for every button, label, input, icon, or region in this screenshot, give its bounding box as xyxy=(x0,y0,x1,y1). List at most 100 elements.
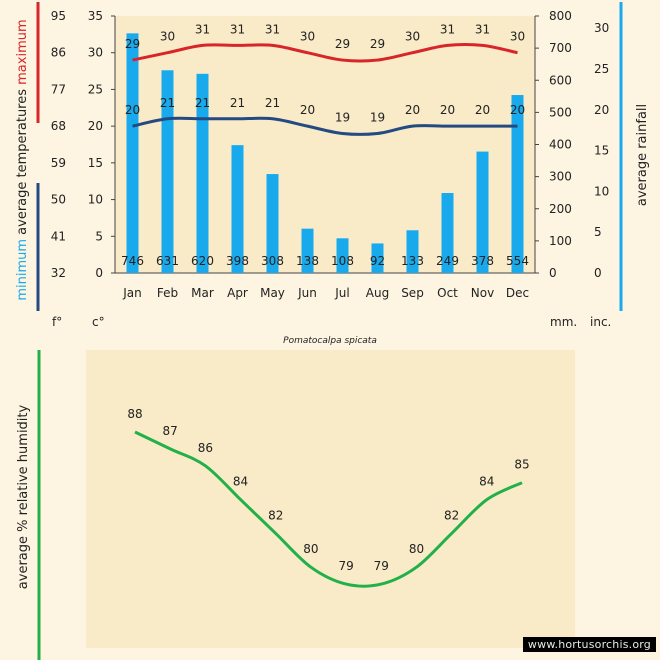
humidity-data-label: 80 xyxy=(303,542,318,556)
fahrenheit-tick-label: 77 xyxy=(51,82,66,96)
minimum-temperature-line xyxy=(132,116,518,136)
humidity-plot-area xyxy=(86,350,575,648)
minimum-data-label: 20 xyxy=(440,103,455,117)
month-tick-label: May xyxy=(260,286,285,300)
humidity-line xyxy=(134,430,523,588)
rainfall-bar xyxy=(336,238,349,273)
rainfall-mm-tick-label: 600 xyxy=(549,73,572,87)
rainfall-mm-tick-label: 0 xyxy=(549,266,557,280)
maximum-data-label: 30 xyxy=(300,30,315,44)
rainfall-bar xyxy=(476,151,489,273)
month-tick-label: Apr xyxy=(227,286,248,300)
celsius-tick-label: 0 xyxy=(95,266,103,280)
temperature-axis-title: minimum average temperatures maximum xyxy=(15,19,30,300)
rainfall-bar xyxy=(266,174,279,273)
fahrenheit-tick-label: 59 xyxy=(51,156,66,170)
rainfall-data-label: 308 xyxy=(261,254,284,268)
rainfall-bar xyxy=(406,230,419,273)
rainfall-mm-tick-label: 300 xyxy=(549,170,572,184)
rainfall-data-label: 746 xyxy=(121,254,144,268)
rainfall-inch-tick-label: 0 xyxy=(594,266,602,280)
minimum-data-label: 20 xyxy=(405,103,420,117)
month-tick-label: Jan xyxy=(122,286,142,300)
minimum-data-label: 20 xyxy=(125,103,140,117)
celsius-tick-label: 15 xyxy=(88,156,103,170)
rainfall-bar xyxy=(511,95,524,273)
rainfall-bar xyxy=(371,243,384,273)
celsius-tick-label: 5 xyxy=(95,229,103,243)
rainfall-mm-tick-label: 500 xyxy=(549,105,572,119)
rainfall-mm-tick-label: 200 xyxy=(549,202,572,216)
humidity-data-label: 82 xyxy=(444,508,459,522)
humidity-data-label: 87 xyxy=(163,424,178,438)
maximum-data-label: 31 xyxy=(440,22,455,36)
rainfall-inch-tick-label: 25 xyxy=(594,62,609,76)
month-tick-label: Feb xyxy=(157,286,178,300)
chart-caption: Pomatocalpa spicata xyxy=(283,336,377,345)
fahrenheit-tick-label: 95 xyxy=(51,9,66,23)
rainfall-bar xyxy=(161,70,174,273)
maximum-data-label: 31 xyxy=(230,22,245,36)
humidity-data-label: 86 xyxy=(198,441,213,455)
celsius-unit-label: c° xyxy=(92,315,105,329)
celsius-tick-label: 30 xyxy=(88,46,103,60)
fahrenheit-tick-label: 41 xyxy=(51,229,66,243)
minimum-data-label: 19 xyxy=(335,110,350,124)
average-temperatures-title-part: average temperatures xyxy=(15,85,30,235)
rainfall-mm-tick-label: 100 xyxy=(549,234,572,248)
rainfall-bar xyxy=(126,33,139,273)
rainfall-bar xyxy=(441,193,454,273)
rainfall-inch-tick-label: 30 xyxy=(594,21,609,35)
month-tick-label: Sep xyxy=(401,286,424,300)
celsius-tick-label: 10 xyxy=(88,193,103,207)
rainfall-mm-tick-label: 700 xyxy=(549,41,572,55)
rainfall-data-label: 138 xyxy=(296,254,319,268)
rainfall-axis-title: average rainfall xyxy=(635,104,650,206)
rainfall-data-label: 620 xyxy=(191,254,214,268)
month-tick-label: Jul xyxy=(334,286,349,300)
fahrenheit-tick-label: 50 xyxy=(51,193,66,207)
minimum-data-label: 19 xyxy=(370,110,385,124)
maximum-data-label: 31 xyxy=(265,22,280,36)
month-tick-label: Mar xyxy=(191,286,214,300)
inch-unit-label: inc. xyxy=(590,315,611,329)
maximum-data-label: 29 xyxy=(370,37,385,51)
rainfall-data-label: 108 xyxy=(331,254,354,268)
month-tick-label: Dec xyxy=(506,286,529,300)
minimum-data-label: 20 xyxy=(510,103,525,117)
month-tick-label: Jun xyxy=(297,286,317,300)
maximum-data-label: 30 xyxy=(160,30,175,44)
month-tick-label: Oct xyxy=(437,286,458,300)
month-tick-label: Nov xyxy=(471,286,494,300)
fahrenheit-unit-label: f° xyxy=(52,315,62,329)
rainfall-bar xyxy=(301,228,314,273)
rainfall-inch-tick-label: 20 xyxy=(594,103,609,117)
rainfall-data-label: 133 xyxy=(401,254,424,268)
humidity-data-label: 88 xyxy=(127,407,142,421)
rainfall-data-label: 398 xyxy=(226,254,249,268)
rainfall-bar xyxy=(196,73,209,273)
celsius-tick-label: 35 xyxy=(88,9,103,23)
rainfall-data-label: 92 xyxy=(370,254,385,268)
watermark: www.hortusorchis.org xyxy=(522,637,656,652)
maximum-title-part: maximum xyxy=(15,19,30,85)
fahrenheit-tick-label: 68 xyxy=(51,119,66,133)
minimum-data-label: 21 xyxy=(160,96,175,110)
minimum-data-label: 21 xyxy=(195,96,210,110)
maximum-data-label: 29 xyxy=(125,37,140,51)
mm-unit-label: mm. xyxy=(550,315,577,329)
rainfall-bar xyxy=(231,145,244,273)
month-tick-label: Aug xyxy=(366,286,389,300)
rainfall-mm-tick-label: 800 xyxy=(549,9,572,23)
rainfall-inch-tick-label: 10 xyxy=(594,184,609,198)
maximum-data-label: 31 xyxy=(475,22,490,36)
maximum-data-label: 29 xyxy=(335,37,350,51)
minimum-data-label: 21 xyxy=(265,96,280,110)
minimum-title-part: minimum xyxy=(15,235,30,301)
humidity-data-label: 79 xyxy=(338,559,353,573)
minimum-data-label: 20 xyxy=(300,103,315,117)
minimum-data-label: 21 xyxy=(230,96,245,110)
humidity-data-label: 85 xyxy=(514,458,529,472)
